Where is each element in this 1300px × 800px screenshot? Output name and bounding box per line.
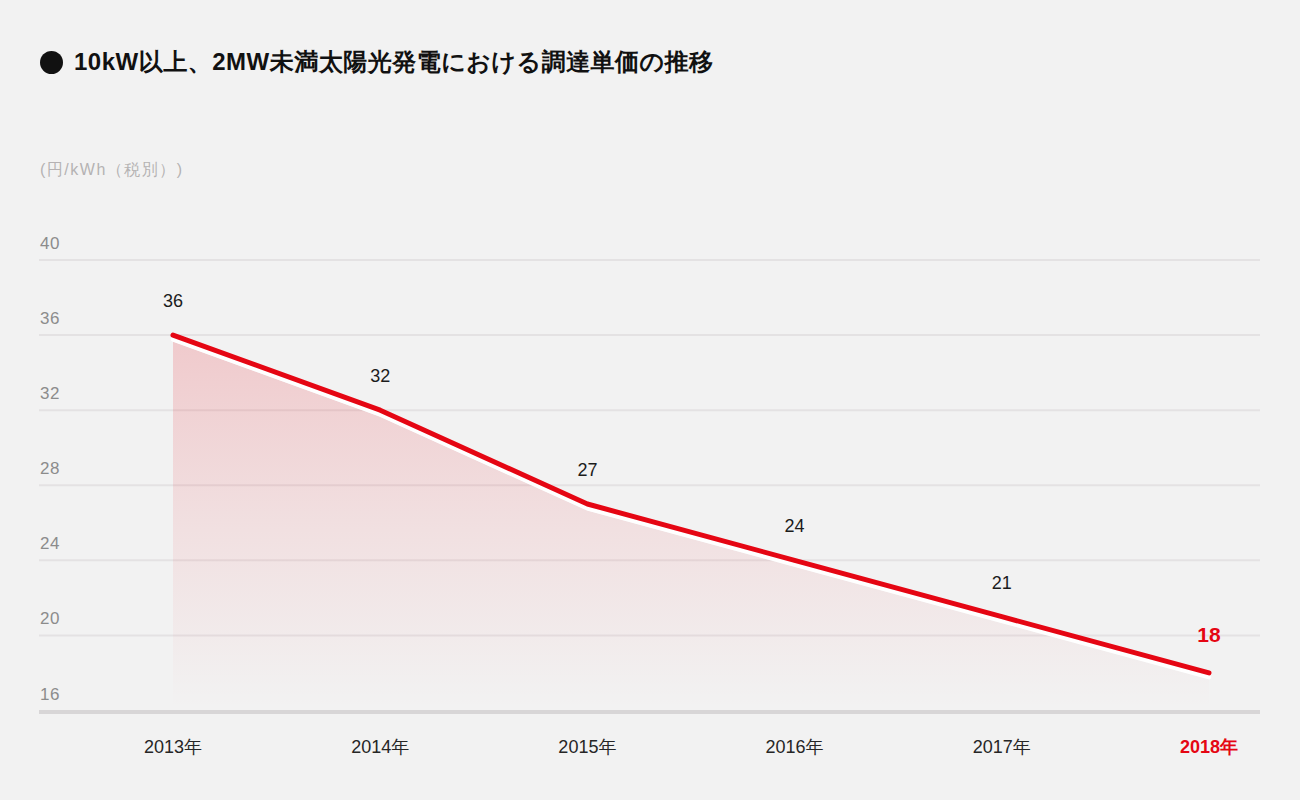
y-tick-label: 16 [40, 684, 60, 706]
x-axis-label-2016: 2016年 [766, 736, 824, 758]
x-axis-label-2014: 2014年 [351, 736, 409, 758]
data-point-label: 32 [370, 366, 390, 386]
chart-title: 10kW以上、2MW未満太陽光発電における調達単価の推移 [40, 46, 714, 78]
data-point-label: 27 [577, 460, 597, 480]
y-tick-label: 36 [40, 308, 60, 330]
area-fill [173, 342, 1209, 709]
y-tick-label: 20 [40, 608, 60, 630]
x-axis-label-2017: 2017年 [973, 736, 1031, 758]
line-chart-plot [0, 0, 1300, 800]
chart-canvas: 10kW以上、2MW未満太陽光発電における調達単価の推移 (円/kWh（税別）)… [0, 0, 1300, 800]
chart-title-text: 10kW以上、2MW未満太陽光発電における調達単価の推移 [74, 46, 714, 78]
y-tick-label: 28 [40, 458, 60, 480]
y-tick-label: 40 [40, 233, 60, 255]
y-axis-unit-label: (円/kWh（税別）) [40, 160, 184, 181]
line-white-underlay [173, 339, 1209, 677]
data-point-label: 24 [785, 516, 805, 536]
x-axis-label-2015: 2015年 [558, 736, 616, 758]
data-point-label: 21 [992, 573, 1012, 593]
x-axis-label-2018: 2018年 [1180, 736, 1238, 758]
data-point-label: 18 [1197, 625, 1220, 645]
price-line [173, 335, 1209, 673]
bullet-icon [40, 51, 63, 74]
x-axis-label-2013: 2013年 [144, 736, 202, 758]
y-tick-label: 24 [40, 533, 60, 555]
y-tick-label: 32 [40, 383, 60, 405]
data-point-label: 36 [163, 291, 183, 311]
